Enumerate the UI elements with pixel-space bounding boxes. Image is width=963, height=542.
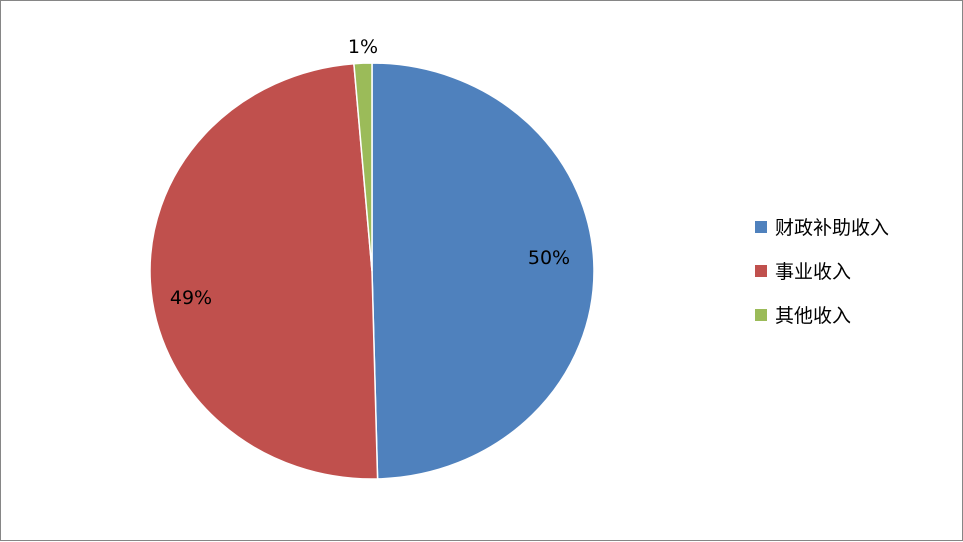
legend-entry-0: 财政补助收入	[775, 217, 889, 239]
data-label-0: 50%	[528, 247, 570, 269]
legend-entry-1: 事业收入	[775, 261, 851, 283]
legend-swatch-2	[755, 309, 767, 321]
pie-slice-0	[371, 62, 595, 480]
data-label-2: 1%	[348, 36, 378, 58]
legend-entry-2: 其他收入	[775, 305, 851, 327]
pie-slice-1	[149, 62, 379, 480]
pie-slice-2	[353, 62, 373, 272]
data-label-1: 49%	[170, 287, 212, 309]
legend-swatch-1	[755, 265, 767, 277]
legend-swatch-0	[755, 221, 767, 233]
